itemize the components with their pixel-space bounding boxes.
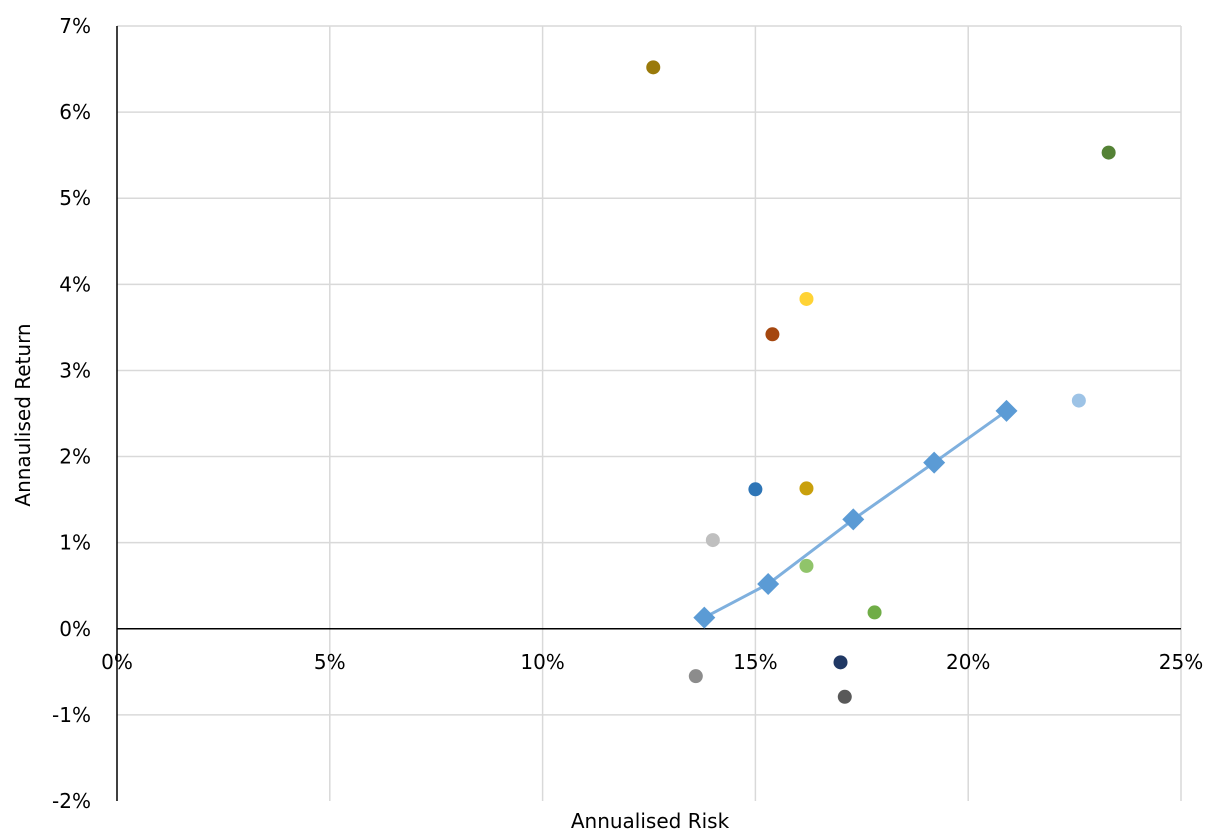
frontier-diamond bbox=[923, 451, 946, 474]
scatter-point bbox=[688, 669, 703, 684]
x-tick-label: 5% bbox=[314, 650, 346, 674]
scatter-point bbox=[646, 60, 661, 75]
y-tick-label: 3% bbox=[59, 358, 91, 382]
scatter-point bbox=[799, 291, 814, 306]
x-tick-label: 20% bbox=[946, 650, 990, 674]
scatter-point bbox=[799, 558, 814, 573]
scatter-point bbox=[705, 533, 720, 548]
frontier-series bbox=[693, 399, 1018, 629]
y-tick-label: -1% bbox=[52, 703, 91, 727]
frontier-diamond bbox=[693, 606, 716, 629]
gridlines bbox=[117, 25, 1182, 801]
x-axis-title: Annualised Risk bbox=[571, 809, 730, 833]
scatter-point bbox=[799, 481, 814, 496]
scatter-point bbox=[833, 655, 848, 670]
scatter-point bbox=[765, 327, 780, 342]
y-tick-label: 0% bbox=[59, 617, 91, 641]
scatter-point bbox=[1101, 145, 1116, 160]
scatter-point bbox=[1071, 393, 1086, 408]
frontier-diamond bbox=[757, 573, 780, 595]
x-tick-label: 0% bbox=[101, 650, 133, 674]
x-tick-label: 10% bbox=[520, 650, 564, 674]
frontier-diamond bbox=[842, 508, 865, 531]
scatter-points bbox=[646, 60, 1116, 704]
x-tick-label: 25% bbox=[1159, 650, 1203, 674]
tick-labels: 0% 5% 10% 15% 20% 25% -2% -1% 0% 1% 2% 3% 4% 5% 6% 7% bbox=[52, 14, 1203, 813]
scatter-point bbox=[748, 482, 763, 497]
y-tick-label: 1% bbox=[59, 531, 91, 555]
y-tick-label: 5% bbox=[59, 186, 91, 210]
scatter-point bbox=[867, 605, 882, 620]
y-tick-label: 7% bbox=[59, 14, 91, 38]
axes bbox=[116, 26, 1181, 801]
y-tick-label: 2% bbox=[59, 445, 91, 469]
y-tick-label: 4% bbox=[59, 272, 91, 296]
frontier-diamond bbox=[995, 399, 1018, 422]
x-tick-label: 15% bbox=[733, 650, 777, 674]
y-axis-title: Annaulised Return bbox=[11, 323, 35, 506]
y-tick-label: -2% bbox=[52, 789, 91, 813]
scatter-point bbox=[837, 689, 852, 704]
y-tick-label: 6% bbox=[59, 100, 91, 124]
